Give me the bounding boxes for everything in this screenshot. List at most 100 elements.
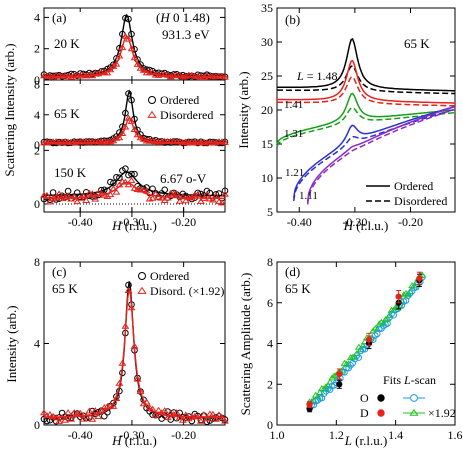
x-tick-label: 1.6 — [448, 428, 463, 442]
y-tick-label: 8 — [34, 255, 40, 269]
legend-disordered-label: Disordered — [394, 194, 447, 208]
panel-b-disordered-line — [306, 108, 456, 205]
x-tick-label: 1.0 — [270, 428, 285, 442]
sample-label: 6.67 o-V — [160, 171, 207, 186]
panel-c-point — [43, 417, 51, 425]
panel-a-point — [187, 71, 196, 78]
panel-a-point — [46, 198, 54, 205]
fit-point — [336, 371, 343, 378]
panel-a-point — [178, 193, 187, 200]
panel-a-point — [82, 196, 91, 203]
y-axis-label: Scattering Intensity (arb.) — [2, 43, 17, 176]
panel-c-point — [55, 417, 64, 424]
y-tick-label: 6 — [267, 296, 273, 310]
panel-c-point — [112, 394, 121, 401]
temperature-label: 65 K — [285, 281, 311, 296]
panel-a-point — [118, 129, 127, 136]
panel-c-point — [76, 409, 85, 416]
y-tick-label: 4 — [34, 108, 40, 122]
panel-c-point — [133, 375, 142, 382]
panel-c-point — [202, 415, 211, 422]
panel-a-point — [106, 191, 115, 198]
panel-c-point — [154, 406, 163, 413]
panel-b-ordered-line — [306, 105, 456, 202]
panel-a-point — [196, 197, 205, 204]
y-tick-label: 2 — [267, 377, 273, 391]
y-tick-label: 30 — [261, 35, 273, 49]
scan-d-point — [418, 271, 427, 278]
y-axis-label: Scattering Amplitude (arb.) — [238, 273, 253, 416]
panel-c-point — [91, 407, 100, 414]
panel-a-point — [91, 195, 100, 202]
y-tick-label: 0 — [34, 73, 40, 87]
y-tick-label: 25 — [261, 69, 273, 83]
x-tick-label: -0.40 — [68, 215, 93, 229]
panel-a-fit — [44, 181, 225, 200]
panel-b-disordered-line — [292, 108, 456, 202]
panel-a-point — [124, 181, 133, 188]
panel-a-point — [215, 198, 223, 205]
x-tick-label: -0.20 — [171, 215, 196, 229]
legend-ordered-marker — [138, 272, 146, 280]
panel-label: (d) — [285, 264, 300, 279]
temperature-label: 65 K — [52, 281, 78, 296]
panel-b-ordered-line — [277, 38, 455, 92]
y-tick-label: 4 — [34, 10, 40, 24]
panel-c-point — [163, 414, 172, 421]
scan-o-point — [326, 386, 334, 394]
panel-c-point — [184, 415, 193, 422]
legend-scan-marker — [410, 394, 418, 402]
panel-c-point — [61, 416, 70, 423]
panel-b-disordered-line — [276, 65, 456, 95]
legend-ordered-label: Ordered — [394, 179, 433, 193]
fit-point — [416, 275, 423, 282]
panel-a-point — [100, 68, 109, 75]
x-axis-label: L (r.l.u.) — [344, 433, 388, 448]
fit-point — [365, 336, 373, 343]
y-tick-label: 8 — [34, 78, 40, 92]
series-label: L = 1.48 — [296, 69, 337, 83]
panel-a-point — [221, 187, 229, 195]
panel-a-point — [127, 176, 136, 183]
y-tick-label: 4 — [34, 337, 40, 351]
panel-c-point — [142, 398, 151, 405]
y-tick-label: 0 — [34, 138, 40, 152]
legend-ordered-marker — [148, 96, 156, 104]
panel-a-fit — [44, 35, 225, 78]
panel-c-point — [88, 415, 97, 422]
panel-c-point — [79, 415, 88, 422]
legend-disordered-label: Disordered — [160, 108, 213, 122]
panel-a-point — [70, 193, 79, 200]
legend-disordered-label: Disord. (×1.92) — [150, 284, 224, 298]
reflection-label: (H 0 1.48) — [156, 10, 210, 25]
panel-c-point — [151, 411, 160, 418]
temperature-label: 150 K — [54, 165, 87, 180]
panel-a-point — [116, 174, 123, 181]
y-axis-label: Intensity (arb.) — [236, 71, 251, 148]
legend-row-label: O — [360, 391, 369, 405]
y-tick-label: 20 — [261, 103, 273, 117]
panel-a-frame — [43, 7, 226, 213]
scan-d-point — [383, 315, 392, 322]
legend-disordered-marker — [137, 286, 147, 294]
panel-c-point — [94, 413, 103, 420]
panel-a-point — [181, 138, 190, 145]
legend-fit-marker — [377, 409, 385, 417]
y-tick-label: 4 — [267, 337, 273, 351]
y-tick-label: 35 — [261, 1, 273, 15]
panel-a-point — [115, 134, 124, 141]
y-tick-label: 15 — [261, 137, 273, 151]
legend-ordered-label: Ordered — [160, 93, 199, 107]
y-tick-label: 0 — [267, 418, 273, 432]
panel-a-point — [133, 60, 142, 67]
series-label: 1.41 — [284, 99, 303, 111]
x-tick-label: -0.30 — [119, 215, 144, 229]
panel-a-point — [211, 192, 220, 198]
y-tick-label: 5 — [267, 205, 273, 219]
x-tick-label: -0.40 — [287, 215, 312, 229]
legend-scan-marker — [409, 408, 419, 416]
panel-a-point — [73, 198, 82, 205]
panel-a-point — [88, 190, 97, 197]
panel-a-point — [121, 178, 130, 185]
